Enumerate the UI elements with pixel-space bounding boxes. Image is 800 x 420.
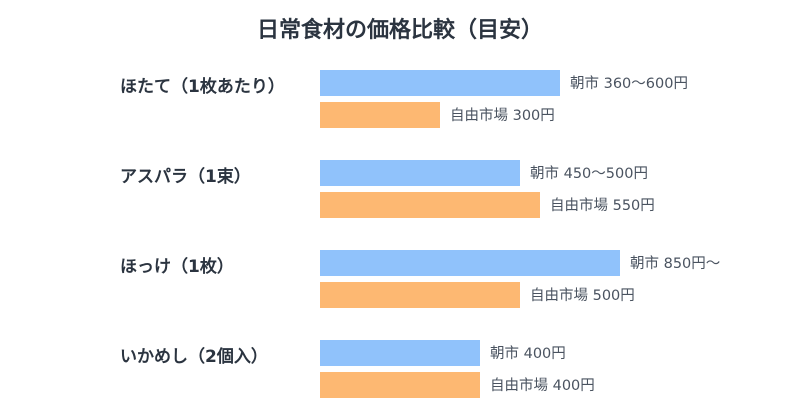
bar-jiyuichiba (320, 192, 540, 218)
category-label: ほたて（1枚あたり） (120, 76, 285, 97)
bar-value-label: 自由市場 500円 (530, 287, 635, 304)
chart-title: 日常食材の価格比較（目安） (257, 17, 543, 43)
bar-jiyuichiba (320, 282, 520, 308)
bar-value-label: 自由市場 550円 (550, 197, 655, 214)
bar-jiyuichiba (320, 372, 480, 398)
bar-value-label: 朝市 360〜600円 (570, 75, 688, 92)
category-label: いかめし（2個入） (120, 346, 268, 367)
bar-value-label: 朝市 850円〜 (630, 255, 720, 272)
bar-asaichi (320, 160, 520, 186)
bar-asaichi (320, 250, 620, 276)
bar-value-label: 朝市 400円 (490, 345, 566, 362)
bar-asaichi (320, 70, 560, 96)
category-label: ほっけ（1枚） (120, 256, 234, 277)
category-group: ほっけ（1枚） 朝市 850円〜自由市場 500円 (120, 250, 720, 308)
bar-value-label: 朝市 450〜500円 (530, 165, 648, 182)
bar-value-label: 自由市場 300円 (450, 107, 555, 124)
bar-asaichi (320, 340, 480, 366)
category-label: アスパラ（1束） (120, 166, 251, 187)
bar-value-label: 自由市場 400円 (490, 377, 595, 394)
bar-jiyuichiba (320, 102, 440, 128)
